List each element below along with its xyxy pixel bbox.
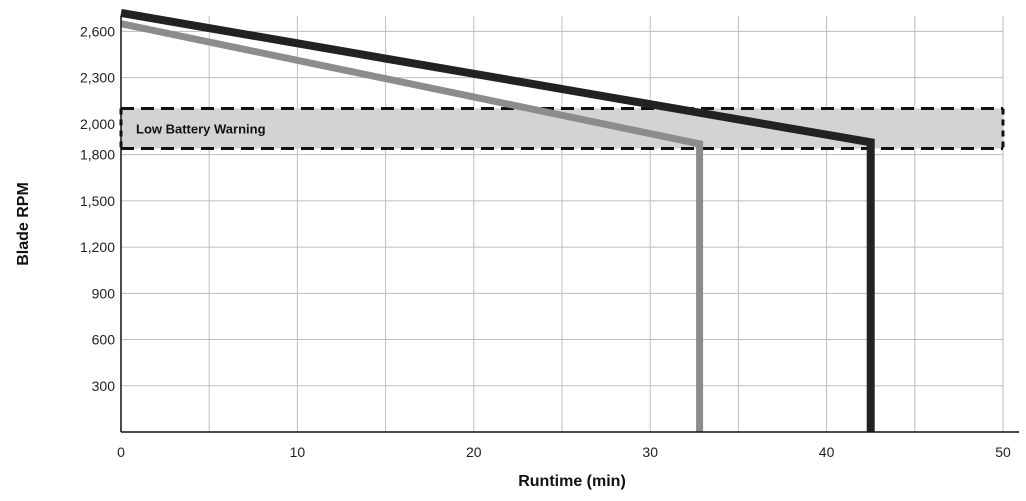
axes xyxy=(120,16,1019,433)
y-tick-label: 1,500 xyxy=(80,193,115,209)
y-tick-label: 1,800 xyxy=(80,147,115,163)
x-axis-title: Runtime (min) xyxy=(518,473,626,490)
x-tick-label: 10 xyxy=(290,444,306,460)
y-tick-label: 300 xyxy=(92,378,116,394)
series-line-1 xyxy=(120,8,875,432)
y-tick-label: 2,000 xyxy=(80,116,115,132)
x-tick-label: 20 xyxy=(466,444,482,460)
y-tick-label: 1,200 xyxy=(80,239,115,255)
y-tick-label: 900 xyxy=(92,285,116,301)
y-axis-title: Blade RPM xyxy=(15,182,32,266)
low-battery-band-label: Low Battery Warning xyxy=(136,121,266,136)
tick-labels: 0 10 20 30 40 50 300 600 900 1,200 1,500 1,800 2,000… xyxy=(15,23,1011,490)
y-tick-label: 2,300 xyxy=(80,70,115,86)
series-line-2 xyxy=(120,20,704,432)
x-tick-label: 0 xyxy=(117,444,125,460)
y-tick-label: 2,600 xyxy=(80,23,115,39)
x-tick-label: 30 xyxy=(642,444,658,460)
x-tick-label: 50 xyxy=(995,444,1011,460)
y-tick-label: 600 xyxy=(92,332,116,348)
series-lines xyxy=(120,8,875,432)
x-tick-label: 40 xyxy=(819,444,835,460)
